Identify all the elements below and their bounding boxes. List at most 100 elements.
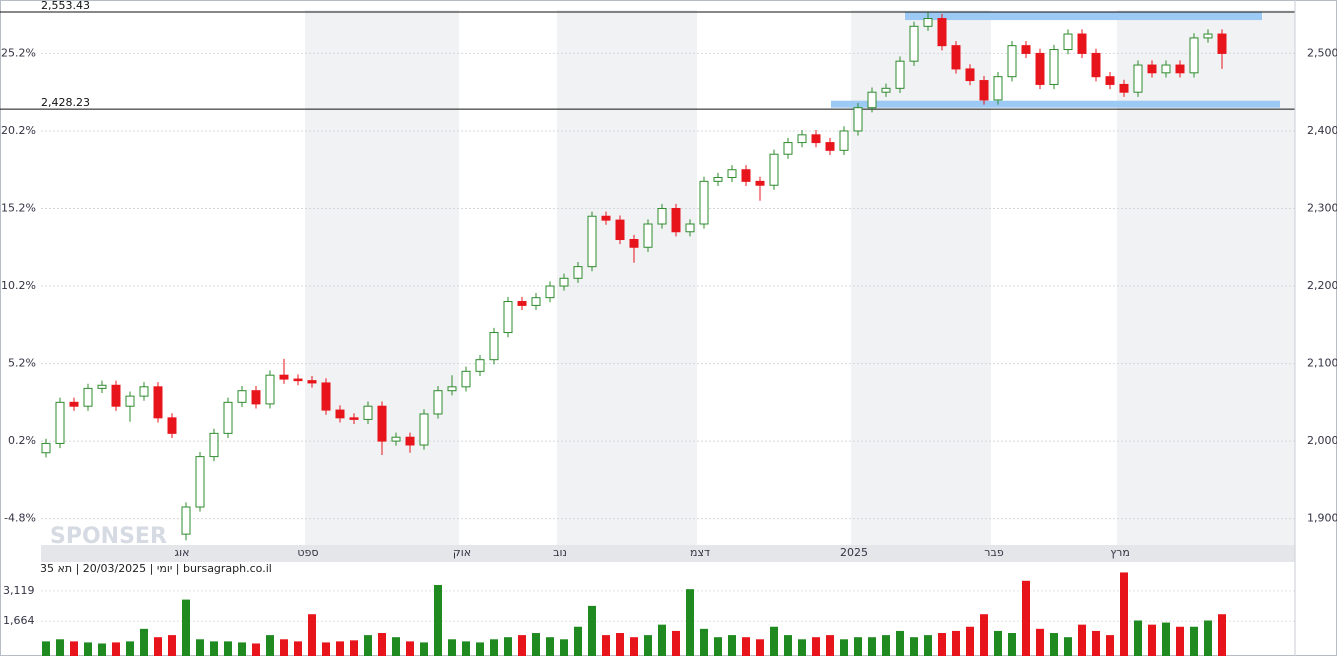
volume-bar: [574, 626, 582, 656]
volume-bar: [672, 630, 680, 656]
volume-bar: [616, 633, 624, 656]
candle-body: [1203, 33, 1213, 39]
volume-bar: [658, 624, 666, 656]
volume-bar: [1176, 626, 1184, 656]
volume-bar: [952, 630, 960, 656]
volume-bar: [378, 633, 386, 656]
candle-body: [111, 384, 121, 407]
candle-body: [783, 142, 793, 155]
candle-body: [1119, 83, 1129, 93]
volume-bar: [420, 642, 428, 656]
backgrounds: [305, 10, 1295, 545]
volume-bar: [238, 642, 246, 656]
candle-body: [853, 107, 863, 132]
volume-bar: [756, 639, 764, 656]
volume-bar: [1064, 637, 1072, 656]
volume-bar: [504, 637, 512, 656]
candle-body: [615, 219, 625, 241]
candle-body: [517, 301, 527, 306]
volume-bar: [196, 639, 204, 656]
x-tick-label: מרץ: [1110, 546, 1130, 559]
candle-body: [699, 180, 709, 225]
volume-bar: [266, 635, 274, 656]
volume-bar: [1204, 620, 1212, 656]
volume-bar: [896, 630, 904, 656]
volume-bar: [602, 635, 610, 656]
volume-bar: [42, 641, 50, 656]
candle-body: [811, 134, 821, 144]
volume-bar: [700, 628, 708, 656]
volume-bar: [224, 641, 232, 656]
candle-body: [1063, 33, 1073, 51]
y-tick-label: 2,400: [1307, 124, 1337, 137]
volume-bar: [826, 635, 834, 656]
volume-bar: [182, 599, 190, 656]
candle-body: [685, 223, 695, 233]
candle-body: [951, 45, 961, 70]
volume-bar: [490, 639, 498, 656]
candle-body: [545, 285, 555, 299]
volume-bar: [686, 589, 694, 656]
candle-body: [419, 413, 429, 446]
volume-bar: [798, 639, 806, 656]
y-tick-label: 2,000: [1307, 434, 1337, 447]
y2-tick-label: 25.2%: [1, 46, 36, 59]
volume-bar: [1092, 630, 1100, 656]
candle-body: [447, 386, 457, 392]
x-tick-label: אוק: [453, 546, 471, 559]
candle-body: [1161, 64, 1171, 74]
volume-bar: [434, 584, 442, 656]
y2-tick-label: 0.2%: [8, 434, 36, 447]
watermark: SPONSER: [50, 524, 167, 549]
candle-body: [237, 390, 247, 403]
candle-body: [909, 25, 919, 62]
candle-body: [181, 506, 191, 535]
y-tick-label: 2,100: [1307, 357, 1337, 370]
candle-body: [629, 239, 639, 248]
candle-body: [881, 87, 891, 93]
candle-body: [1077, 33, 1087, 54]
candle-body: [1133, 64, 1143, 93]
candle-body: [531, 297, 541, 306]
volume-bar: [1036, 628, 1044, 656]
candle-body: [125, 395, 135, 407]
candle-body: [209, 432, 219, 458]
candle-body: [55, 401, 65, 444]
volume-bar: [532, 633, 540, 656]
candle-body: [1049, 49, 1059, 85]
volume-bar: [476, 642, 484, 656]
candle-body: [727, 169, 737, 178]
volume-bar: [336, 641, 344, 656]
volume-bar: [70, 641, 78, 656]
volume-bar: [252, 643, 260, 656]
volume-bar: [462, 641, 470, 656]
level-label: 2,553.43: [41, 0, 90, 12]
volume-bar: [938, 633, 946, 656]
candle-body: [167, 417, 177, 434]
candle-body: [69, 401, 79, 407]
volume-bar: [924, 635, 932, 656]
candle-body: [349, 417, 359, 420]
price-zone: [831, 100, 1280, 108]
candle-body: [503, 301, 513, 334]
volume-bar: [882, 635, 890, 656]
candle-body: [573, 266, 583, 279]
candle-body: [195, 456, 205, 508]
candle-body: [475, 359, 485, 372]
volume-bar: [1050, 633, 1058, 656]
volume-bar: [1162, 622, 1170, 656]
volume-bar: [84, 642, 92, 656]
candle-body: [713, 176, 723, 182]
candle-body: [965, 68, 975, 82]
volume-bar: [728, 635, 736, 656]
price-zone: [905, 12, 1262, 21]
x-axis-band: [41, 545, 1295, 562]
candle-body: [1035, 52, 1045, 85]
candle-body: [363, 405, 373, 420]
candle-body: [391, 436, 401, 442]
x-tick-label: פבר: [984, 546, 1004, 559]
volume-bar: [308, 614, 316, 656]
candle-body: [923, 18, 933, 27]
candle-body: [1147, 64, 1157, 74]
candle-body: [587, 215, 597, 268]
